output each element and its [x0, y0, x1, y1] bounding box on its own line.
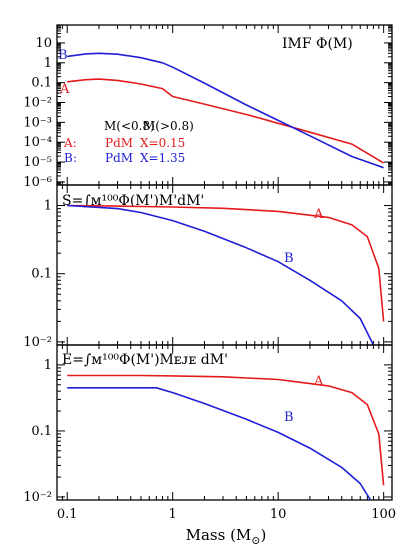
panel-imf-y-tick-label: 10⁻² — [23, 96, 52, 111]
params-header-high: M(>0.8) — [143, 119, 194, 133]
panel-imf-series-label-a: A — [59, 82, 70, 97]
panel-s-title: S=∫ᴍ¹⁰⁰Φ(M')M'dM' — [62, 193, 204, 209]
params-row-b-low: PdM — [105, 151, 133, 165]
x-axis-title-text: Mass (M — [186, 526, 252, 544]
panel-imf: IMF Φ(M) M(<0.8) M(>0.8) A: PdM X=0.15 B… — [23, 24, 393, 190]
panel-imf-y-tick-label: 10⁻⁵ — [23, 155, 52, 170]
panel-s-series-label-a: A — [313, 207, 324, 222]
params-row-b-high: X=1.35 — [140, 151, 185, 165]
panel-s-y-tick-label: 0.1 — [31, 267, 52, 282]
panel-s: S=∫ᴍ¹⁰⁰Φ(M')M'dM' A B 1 0.1 10⁻² — [23, 184, 393, 350]
panel-e-series-b-line — [67, 386, 372, 501]
panel-e-frame — [56, 344, 393, 501]
params-row-b-label: B: — [64, 151, 77, 165]
panel-s-series-a-line — [67, 204, 385, 322]
panel-e: E=∫ᴍ¹⁰⁰Φ(M')Mᴇᴊᴇ dM' A B 1 0.1 10⁻² — [23, 344, 393, 505]
panel-imf-title: IMF Φ(M) — [282, 36, 353, 52]
panel-e-y-tick-label: 10⁻² — [23, 490, 52, 505]
params-header-low: M(<0.8) — [104, 119, 155, 133]
params-row-a-high: X=0.15 — [140, 136, 185, 150]
panel-e-series-label-b: B — [284, 410, 294, 425]
panel-imf-series-b-line — [67, 52, 384, 169]
panel-s-series-label-b: B — [284, 251, 294, 266]
panel-imf-params-table: M(<0.8) M(>0.8) A: PdM X=0.15 B: PdM X=1… — [63, 119, 194, 165]
params-row-a-label: A: — [63, 136, 77, 150]
panel-imf-series-a-line — [67, 78, 385, 164]
x-tick-label: 0.1 — [57, 507, 78, 522]
panel-e-series-a-line — [67, 374, 385, 486]
panel-e-y-tick-label: 0.1 — [31, 424, 52, 439]
x-tick-label: 10 — [270, 507, 287, 522]
panel-imf-y-tick-label: 10 — [35, 36, 52, 51]
params-row-a-low: PdM — [105, 136, 133, 150]
panel-e-series-label-a: A — [313, 374, 324, 389]
panel-imf-y-tick-label: 10⁻³ — [23, 115, 52, 130]
panel-imf-y-tick-label: 10⁻⁴ — [23, 135, 52, 150]
panel-e-y-tick-label: 1 — [44, 358, 52, 373]
panel-imf-y-tick-label: 0.1 — [31, 76, 52, 91]
x-tick-label: 1 — [169, 507, 177, 522]
x-axis-title-sub: ⊙ — [251, 534, 260, 547]
panel-s-y-tick-label: 10⁻² — [23, 335, 52, 350]
x-axis-title: Mass (M⊙) — [186, 526, 267, 547]
panel-imf-y-tick-label: 10⁻⁶ — [23, 175, 52, 190]
panel-s-series-b-line — [67, 204, 375, 346]
x-axis-title-close: ) — [261, 526, 267, 544]
panel-e-title: E=∫ᴍ¹⁰⁰Φ(M')Mᴇᴊᴇ dM' — [62, 352, 228, 368]
panel-s-y-tick-label: 1 — [44, 199, 52, 214]
panel-imf-series-label-b: B — [58, 48, 68, 63]
x-tick-labels: 0.1 1 10 100 — [57, 507, 396, 522]
panel-imf-y-tick-label: 1 — [44, 56, 52, 71]
x-tick-label: 100 — [371, 507, 396, 522]
svg-text:Mass (M⊙): Mass (M⊙) — [186, 526, 267, 547]
